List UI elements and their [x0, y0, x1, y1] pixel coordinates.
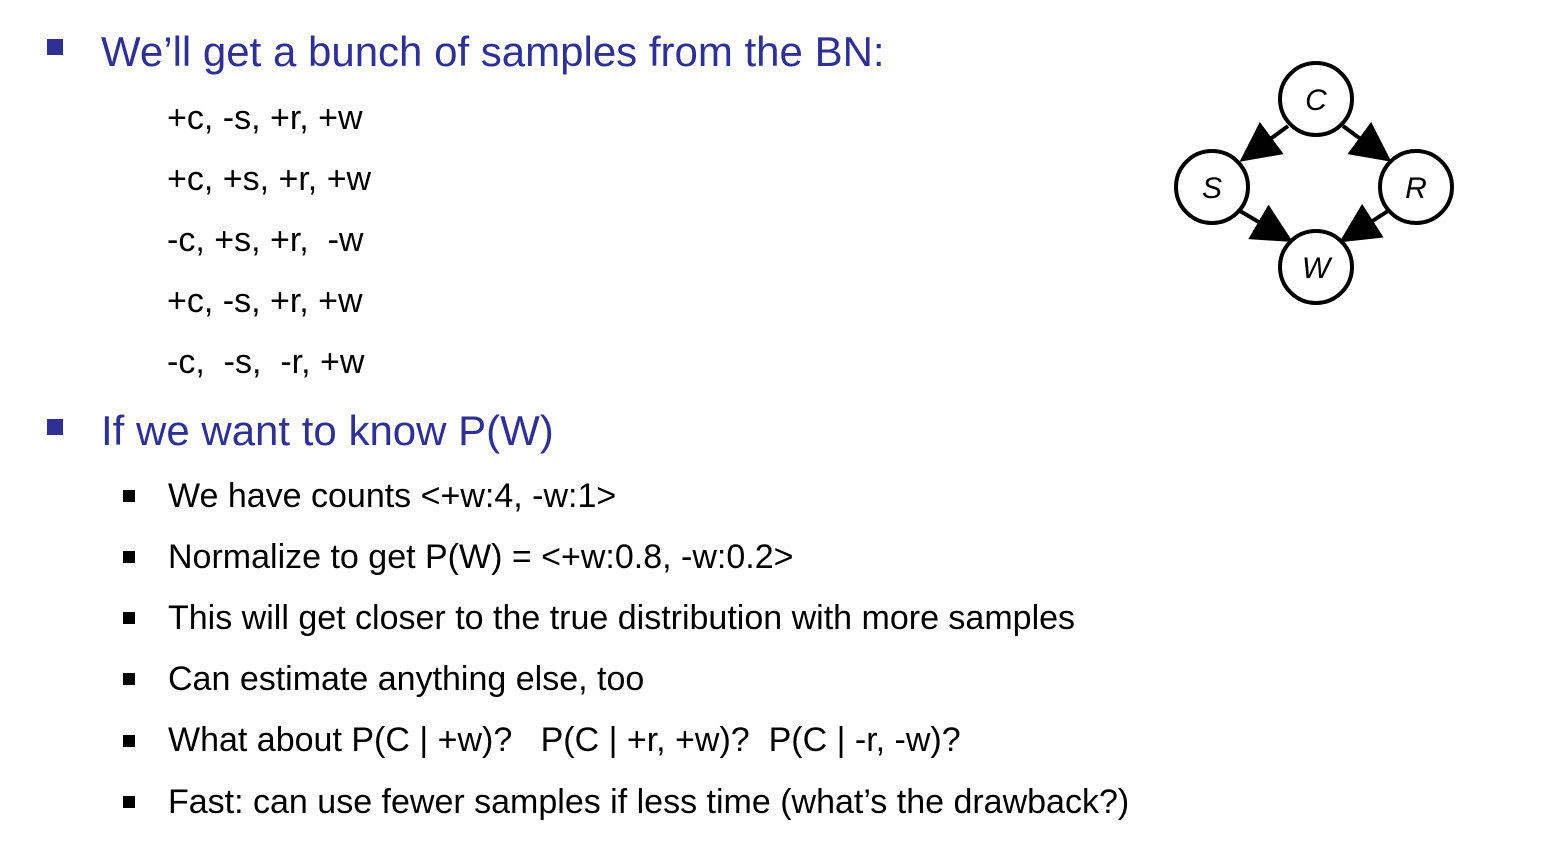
- edge-r-w: [1339, 203, 1390, 243]
- heading-bullet-1: [47, 39, 63, 55]
- heading-bullet-2: [47, 419, 63, 435]
- bullet-estimate: Can estimate anything else, too: [168, 660, 645, 698]
- node-s: S: [1174, 149, 1250, 225]
- node-s-label: S: [1202, 172, 1222, 205]
- edge-c-s: [1239, 121, 1290, 162]
- sample-2: +c, +s, +r, +w: [167, 160, 372, 198]
- bullet-convergence: This will get closer to the true distrib…: [168, 599, 1076, 637]
- sub-bullet-3: [123, 612, 135, 624]
- sample-3: -c, +s, +r, -w: [167, 221, 364, 259]
- sub-bullet-4: [123, 673, 135, 685]
- node-c: C: [1278, 61, 1354, 137]
- node-w-label: W: [1302, 252, 1333, 285]
- heading-samples: We’ll get a bunch of samples from the BN…: [101, 28, 885, 75]
- node-w: W: [1278, 229, 1354, 305]
- bullet-fast: Fast: can use fewer samples if less time…: [168, 783, 1130, 821]
- sub-bullet-2: [123, 551, 135, 563]
- sample-1: +c, -s, +r, +w: [167, 99, 363, 137]
- sub-bullet-5: [123, 735, 135, 747]
- node-r: R: [1378, 149, 1454, 225]
- heading-query: If we want to know P(W): [101, 407, 554, 454]
- bayes-net-diagram: C S R W: [1174, 61, 1454, 305]
- edge-c-r: [1341, 121, 1392, 162]
- sub-bullet-6: [123, 796, 135, 808]
- node-c-label: C: [1305, 84, 1327, 117]
- sub-bullet-1: [123, 490, 135, 502]
- sample-4: +c, -s, +r, +w: [167, 282, 363, 320]
- edge-s-w: [1238, 204, 1293, 243]
- sample-5: -c, -s, -r, +w: [167, 343, 365, 381]
- bullet-normalize: Normalize to get P(W) = <+w:0.8, -w:0.2>: [168, 538, 794, 576]
- bullet-counts: We have counts <+w:4, -w:1>: [168, 477, 617, 515]
- bullet-conditional: What about P(C | +w)? P(C | +r, +w)? P(C…: [168, 721, 961, 759]
- node-r-label: R: [1405, 172, 1427, 205]
